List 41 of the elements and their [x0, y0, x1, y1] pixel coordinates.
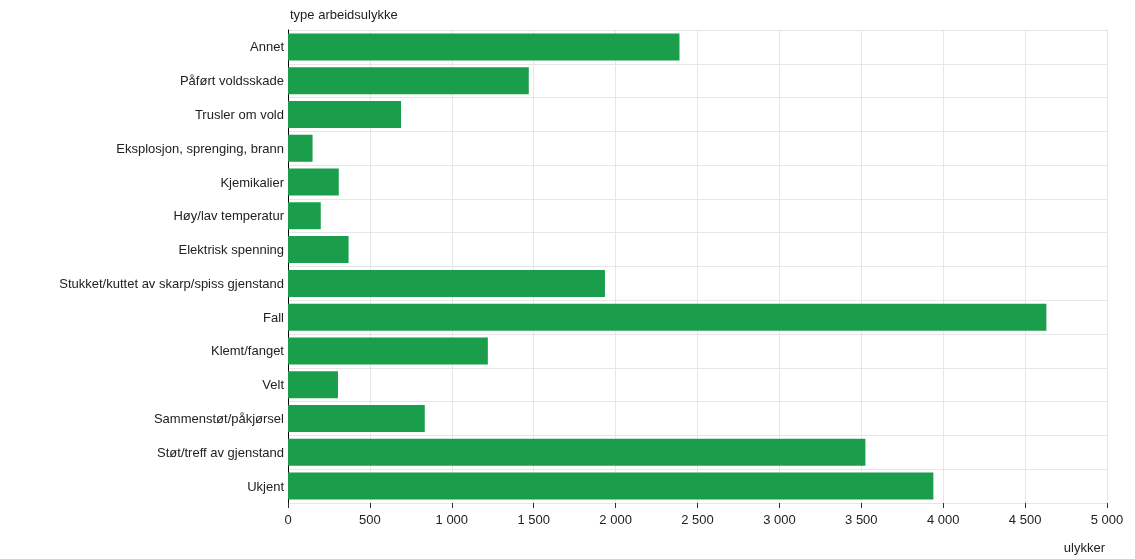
bar — [288, 303, 1047, 331]
bar — [288, 100, 402, 128]
x-axis-title: ulykker — [1063, 540, 1106, 555]
x-tick-label: 2 500 — [681, 512, 714, 527]
x-tick-label: 0 — [284, 512, 292, 527]
x-tick-label: 3 000 — [763, 512, 796, 527]
bar — [288, 472, 934, 500]
x-tick-label: 5 000 — [1090, 512, 1124, 527]
x-tick-label: 4 500 — [1008, 512, 1042, 527]
bar — [288, 236, 349, 264]
bar — [288, 405, 425, 433]
bar — [288, 168, 339, 196]
x-tick-label: 1 500 — [517, 512, 550, 527]
bar — [288, 337, 488, 365]
y-tick-label: Fall — [263, 309, 285, 325]
y-tick-label: Annet — [250, 39, 285, 55]
x-tick-label: 2 000 — [599, 512, 632, 527]
bar — [288, 134, 313, 162]
y-tick-label: Elektrisk spenning — [178, 242, 284, 258]
y-tick-label: Velt — [262, 377, 285, 393]
x-tick-label: 1 000 — [435, 512, 469, 527]
bar — [288, 371, 338, 399]
y-tick-label: Klemt/fanget — [211, 343, 285, 359]
y-tick-label: Kjemikalier — [220, 174, 285, 190]
bar — [288, 202, 321, 230]
y-tick-label: Høy/lav temperatur — [173, 208, 285, 224]
y-tick-label: Støt/treff av gjenstand — [157, 444, 284, 460]
y-axis-title: type arbeidsulykke — [290, 7, 398, 22]
y-tick-label: Trusler om vold — [194, 106, 284, 122]
y-tick-label: Sammenstøt/påkjørsel — [153, 411, 285, 427]
x-tick-label: 4 000 — [926, 512, 960, 527]
bar — [288, 269, 605, 297]
y-tick-label: Ukjent — [247, 478, 285, 494]
y-tick-label: Stukket/kuttet av skarp/spiss gjenstand — [59, 275, 284, 291]
bar — [288, 438, 866, 466]
bar — [288, 67, 529, 95]
x-tick-label: 3 500 — [845, 512, 878, 527]
y-tick-label: Påført voldsskade — [179, 73, 284, 89]
y-tick-label: Eksplosjon, sprenging, brann — [116, 140, 284, 156]
bar — [288, 33, 680, 61]
x-tick-label: 500 — [359, 512, 381, 527]
